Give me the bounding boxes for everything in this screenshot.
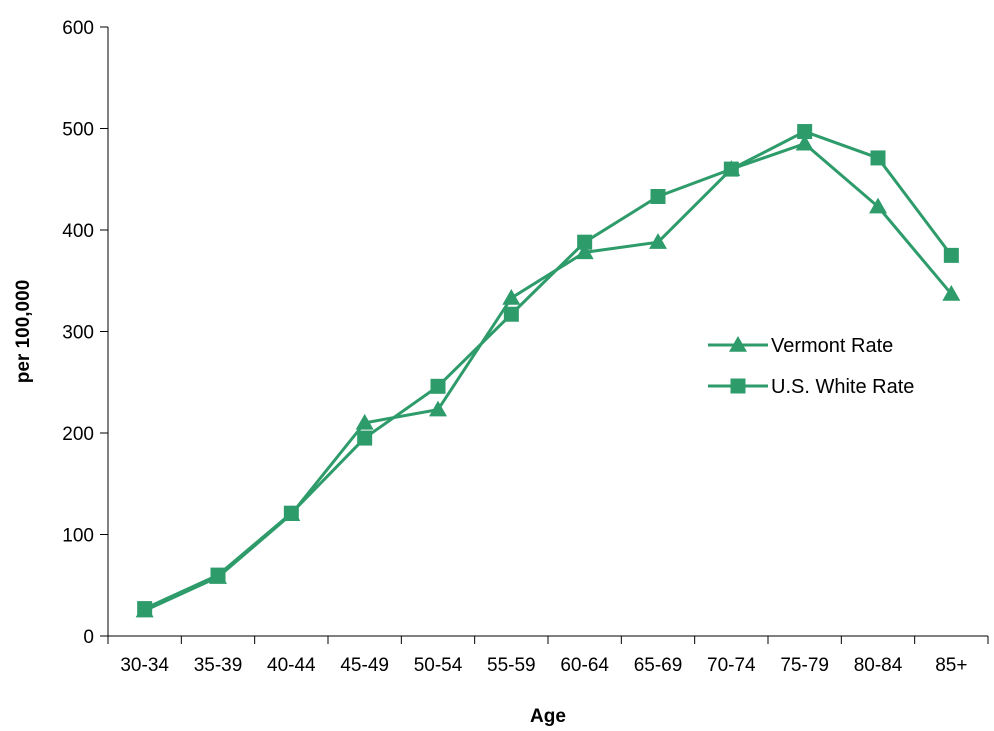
y-axis-title: per 100,000 <box>13 280 34 384</box>
x-tick-label: 50-54 <box>414 655 463 676</box>
data-point <box>357 430 373 446</box>
x-axis-title: Age <box>530 706 566 727</box>
legend-label: U.S. White Rate <box>771 376 914 398</box>
x-tick-label: 85+ <box>935 655 967 676</box>
data-point <box>942 284 961 301</box>
data-point <box>870 150 886 166</box>
data-point <box>795 134 814 151</box>
series-layer <box>135 124 961 618</box>
data-point <box>503 306 519 322</box>
data-point <box>283 505 299 521</box>
data-point <box>502 289 521 305</box>
data-point <box>430 378 446 394</box>
series-square <box>137 124 959 617</box>
data-point <box>429 400 447 417</box>
y-tick-label: 200 <box>62 424 94 445</box>
data-point <box>943 247 959 263</box>
data-point <box>869 197 887 214</box>
x-tick-label: 30-34 <box>120 655 169 676</box>
series-line <box>144 129 953 610</box>
legend-marker <box>729 336 747 352</box>
data-point <box>355 413 374 430</box>
y-tick-label: 500 <box>62 120 94 141</box>
y-tick-label: 600 <box>62 18 94 39</box>
y-tick-label: 400 <box>62 221 94 242</box>
data-point <box>577 234 593 250</box>
x-tick-label: 55-59 <box>487 655 536 676</box>
axes: 0 100 200 300 400 500 600 30-34 35-39 40-44 45-49 5… <box>62 18 989 676</box>
x-tick-label: 75-79 <box>780 655 829 676</box>
data-point <box>137 601 153 617</box>
data-point <box>575 243 594 260</box>
data-point <box>723 161 739 177</box>
y-tick-label: 100 <box>62 526 94 547</box>
x-tick-label: 70-74 <box>707 655 756 676</box>
y-tick-label: 300 <box>62 323 94 344</box>
x-tick-label: 40-44 <box>267 655 316 676</box>
data-point <box>797 124 813 140</box>
x-tick-label: 45-49 <box>340 655 389 676</box>
data-point <box>650 189 666 205</box>
y-tick-label: 0 <box>83 627 94 648</box>
x-tick-label: 80-84 <box>854 655 903 676</box>
data-point <box>649 233 667 249</box>
legend-marker <box>730 378 746 394</box>
x-tick-label: 65-69 <box>634 655 683 676</box>
legend: Vermont Rate U.S. White Rate <box>708 335 914 398</box>
x-tick-label: 60-64 <box>560 655 609 676</box>
x-tick-label: 35-39 <box>194 655 243 676</box>
data-point <box>210 567 226 583</box>
legend-label: Vermont Rate <box>771 335 893 357</box>
